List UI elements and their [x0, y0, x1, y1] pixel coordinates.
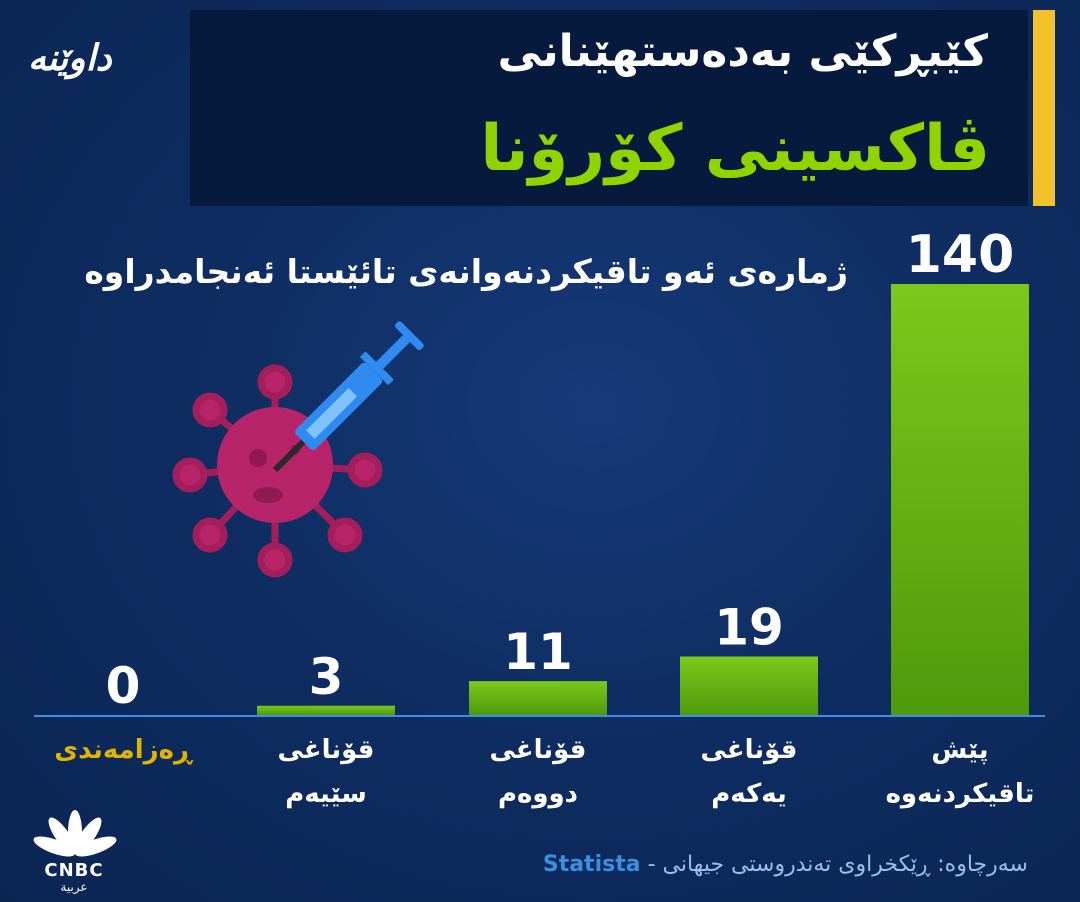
- category-label-1: قۆناغی سێیەم: [236, 728, 416, 816]
- source-name: Statista: [542, 852, 641, 877]
- category-label-line: تاقیکردنەوە: [885, 779, 1035, 809]
- header-accent-bar: [1033, 10, 1055, 206]
- category-label-3: قۆناغی یەکەم: [659, 728, 839, 816]
- source-label: سەرچاوە: ڕێکخراوی تەندروستی جیهانی -: [647, 852, 1028, 877]
- virus-icon: [172, 364, 383, 578]
- category-label-line: پێش: [931, 735, 989, 765]
- title-line-1: کێبڕکێی بەدەستهێنانی: [497, 26, 988, 77]
- category-label-0: ڕەزامەندی: [33, 728, 213, 772]
- category-label-4: پێش تاقیکردنەوە: [870, 728, 1050, 816]
- bar-3: [680, 656, 818, 715]
- category-label-line: قۆناغی: [277, 735, 375, 765]
- cnbc-logo-subtext: عربية: [60, 880, 88, 894]
- category-label-line: قۆناغی: [489, 735, 587, 765]
- cnbc-logo-text: CNBC: [44, 860, 104, 881]
- cnbc-peacock-icon: [33, 810, 117, 857]
- category-label-line: دووەم: [497, 779, 579, 809]
- virus-syringe-illustration: [172, 321, 424, 578]
- bar-1: [257, 705, 395, 715]
- category-label-line: قۆناغی: [700, 735, 798, 765]
- category-label-line: سێیەم: [285, 779, 367, 809]
- category-label-line: ڕەزامەندی: [54, 735, 192, 765]
- source-note: سەرچاوە: ڕێکخراوی تەندروستی جیهانی - Sta…: [543, 852, 1028, 877]
- syringe-icon: [272, 321, 424, 473]
- chart-subtitle: ژمارەی ئەو تاقیکردنەوانەی تائێستا ئەنجام…: [84, 252, 848, 291]
- category-label-line: یەکەم: [711, 779, 787, 809]
- bar-4: [891, 284, 1029, 715]
- category-label-2: قۆناغی دووەم: [448, 728, 628, 816]
- brand-logo: داوێنە: [28, 38, 112, 79]
- value-label-3: 19: [714, 599, 784, 657]
- value-label-0: 0: [106, 657, 141, 715]
- value-label-2: 11: [503, 623, 573, 681]
- bar-2: [469, 681, 607, 715]
- value-label-1: 3: [309, 648, 344, 706]
- value-label-4: 140: [906, 225, 1015, 285]
- title-line-2: ڤاکسینی کۆرۆنا: [480, 112, 990, 186]
- header-panel: [190, 10, 1028, 206]
